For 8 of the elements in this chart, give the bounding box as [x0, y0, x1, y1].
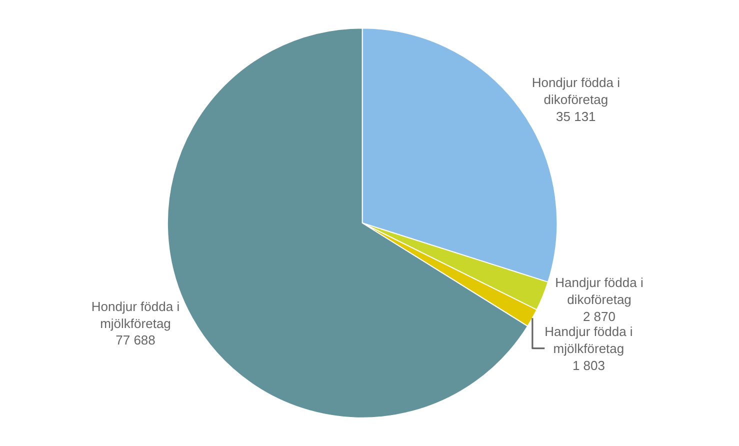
slice-label: Handjur födda i dikoföretag	[555, 275, 644, 308]
slice-label: Hondjur födda i dikoföretag	[532, 75, 620, 107]
slice-label: Hondjur födda i mjölkföretag	[91, 298, 180, 331]
data-label: 35 131	[556, 108, 596, 124]
slice-label: Handjur födda i mjölkföretag	[544, 324, 633, 356]
data-label: 77 688	[116, 332, 156, 348]
data-label: 2 870	[582, 308, 616, 324]
data-label: 1 803	[572, 358, 605, 373]
